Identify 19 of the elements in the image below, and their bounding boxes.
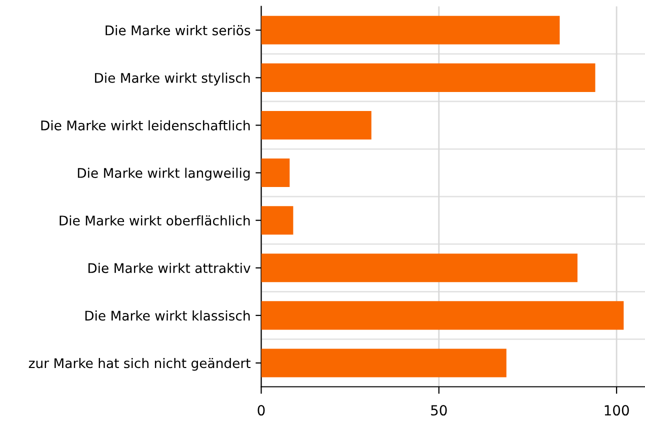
bar bbox=[261, 16, 560, 44]
x-tick-label: 100 bbox=[604, 405, 629, 416]
bar bbox=[261, 63, 596, 92]
bar bbox=[261, 158, 290, 188]
y-tick-label: Die Marke wirkt oberflächlich bbox=[60, 215, 250, 226]
bar bbox=[261, 348, 506, 378]
y-tick-label: Die Marke wirkt leidenschaftlich bbox=[41, 120, 250, 130]
bar bbox=[261, 301, 624, 330]
y-tick-label: Die Marke wirkt seriös bbox=[106, 25, 250, 36]
y-tick-label: zur Marke hat sich nicht geändert bbox=[28, 358, 250, 371]
x-tick-label: 0 bbox=[258, 405, 265, 416]
y-tick-label: Die Marke wirkt langweilig bbox=[78, 168, 250, 181]
y-tick-label: Die Marke wirkt stylisch bbox=[95, 72, 250, 86]
bar bbox=[261, 254, 578, 282]
y-tick-label: Die Marke wirkt klassisch bbox=[85, 310, 250, 321]
y-tick-label: Die Marke wirkt attraktiv bbox=[88, 262, 250, 274]
bar bbox=[261, 110, 372, 140]
x-tick-label: 50 bbox=[431, 405, 447, 416]
bar bbox=[261, 206, 294, 235]
